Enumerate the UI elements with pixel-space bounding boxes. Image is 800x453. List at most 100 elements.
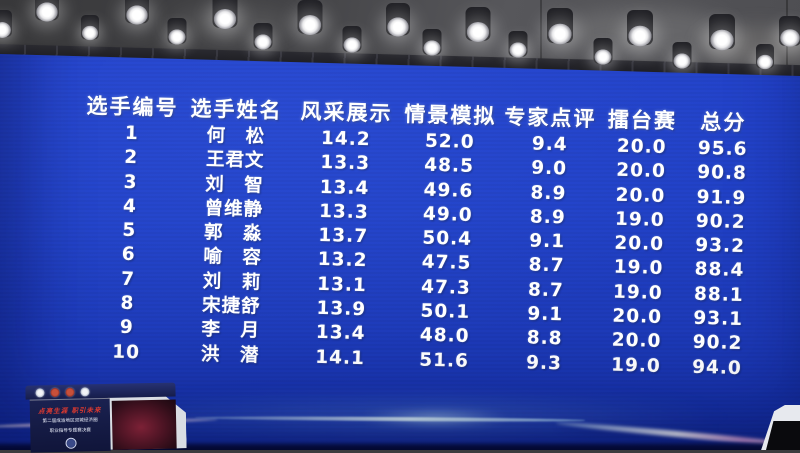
podium-slogan: 点亮生涯 职引未来 xyxy=(38,406,102,416)
score-cell: 14.1 xyxy=(314,346,366,369)
score-cell: 5 xyxy=(122,220,137,242)
badge-icon xyxy=(35,387,45,397)
score-cell: 48.5 xyxy=(424,154,475,178)
emblem-icon xyxy=(64,437,77,449)
stage-light-lens xyxy=(213,9,237,29)
score-cell: 3 xyxy=(123,171,138,193)
score-cell: 9.3 xyxy=(525,352,563,375)
score-table: 选手编号 1 2 3 4 5 6 7 8 9 10 选手姓名何 松王君文刘 智曾维静郭 淼喻 容刘 莉… xyxy=(47,90,755,408)
badge-icon xyxy=(65,387,75,397)
score-cell: 刘 智 xyxy=(205,173,265,197)
score-column: 选手姓名何 松王君文刘 智曾维静郭 淼喻 容刘 莉宋捷舒李 月洪 潜 xyxy=(155,93,312,370)
score-cell: 50.4 xyxy=(422,227,473,251)
score-cell: 李 月 xyxy=(201,319,261,342)
stage-light-lens xyxy=(387,17,409,37)
score-cell: 20.0 xyxy=(611,330,662,353)
score-column: 专家点评 9.4 9.0 8.9 8.9 9.1 8.7 8.7 9.1 8.8 9.3 xyxy=(469,101,626,378)
column-header: 总分 xyxy=(700,109,747,136)
score-cell: 93.1 xyxy=(693,307,744,331)
score-column: 情景模拟 52.0 48.5 49.6 49.0 50.4 47.5 47.3 50.1 48.0… xyxy=(369,98,526,375)
score-cell: 88.1 xyxy=(693,283,744,306)
score-cell: 13.3 xyxy=(320,152,371,175)
podium-display xyxy=(111,399,177,450)
stage-light-lens xyxy=(36,2,58,22)
score-cell: 90.2 xyxy=(695,210,746,234)
score-cell: 10 xyxy=(112,341,141,363)
stage-light-lens xyxy=(594,49,612,65)
score-cell: 19.0 xyxy=(612,281,663,304)
score-cell: 何 松 xyxy=(206,124,266,148)
stage-light-lens xyxy=(168,29,186,45)
score-column: 擂台赛 20.0 20.0 20.0 19.0 20.0 19.0 19.0 20.0 20.0 1… xyxy=(561,103,718,380)
score-cell: 20.0 xyxy=(615,160,667,183)
score-cell: 48.0 xyxy=(419,325,470,348)
score-cell: 王君文 xyxy=(205,149,265,172)
score-cell: 8.7 xyxy=(528,254,565,277)
column-header: 擂台赛 xyxy=(607,107,678,134)
score-cell: 7 xyxy=(120,268,136,290)
score-cell: 8 xyxy=(120,292,135,315)
score-cell: 51.6 xyxy=(418,349,470,372)
score-cell: 郭 淼 xyxy=(203,222,263,245)
score-cell: 94.0 xyxy=(691,356,743,379)
stage-light-lens xyxy=(343,37,361,53)
score-cell: 88.4 xyxy=(694,259,745,282)
score-cell: 93.2 xyxy=(695,235,746,258)
score-cell: 14.2 xyxy=(320,127,371,151)
score-cell: 90.8 xyxy=(696,162,748,185)
score-cell: 19.0 xyxy=(613,257,664,280)
light-streak-hotspot xyxy=(360,412,510,424)
score-cell: 95.6 xyxy=(697,137,748,161)
score-cell: 4 xyxy=(122,195,138,218)
stage-light-lens xyxy=(756,54,774,70)
stage-light-lens xyxy=(548,23,572,45)
score-cell: 47.5 xyxy=(421,252,472,275)
score-cell: 9.4 xyxy=(531,133,568,156)
score-cell: 13.1 xyxy=(316,273,368,297)
score-cell: 91.9 xyxy=(696,186,747,209)
score-cell: 13.3 xyxy=(318,200,370,224)
podium: 点亮生涯 职引未来 第二届成渝地区双城经济圈 职业指导专题赛决赛 xyxy=(19,380,190,453)
column-header: 情景模拟 xyxy=(404,102,497,129)
score-cell: 6 xyxy=(121,244,136,266)
score-cell: 13.9 xyxy=(316,298,367,321)
score-cell: 50.1 xyxy=(420,300,471,324)
score-cell: 9.0 xyxy=(530,157,568,180)
badge-icon xyxy=(80,386,90,397)
score-cell: 刘 莉 xyxy=(202,270,262,294)
score-cell: 49.6 xyxy=(423,179,474,202)
score-column: 总分 95.6 90.8 91.9 90.2 93.2 88.4 88.1 93.1 90.2 94… xyxy=(642,106,799,383)
score-cell: 2 xyxy=(124,147,139,169)
score-cell: 90.2 xyxy=(692,332,743,355)
score-cell: 喻 容 xyxy=(203,246,263,269)
wall-seam xyxy=(540,0,542,80)
score-cell: 9.1 xyxy=(529,230,566,253)
stage-light-lens xyxy=(780,29,800,47)
podium-subtitle-line2: 职业指导专题赛决赛 xyxy=(49,427,92,434)
stage-light-lens xyxy=(81,25,99,41)
stage-light-lens xyxy=(466,22,490,42)
stage-light-lens xyxy=(0,22,11,38)
stage-light-lens xyxy=(509,42,527,58)
score-cell: 9.1 xyxy=(527,303,564,326)
score-cell: 47.3 xyxy=(420,276,472,299)
badge-icon xyxy=(50,387,60,397)
score-cell: 20.0 xyxy=(614,232,665,256)
score-cell: 13.7 xyxy=(318,225,369,248)
score-cell: 宋捷舒 xyxy=(201,295,261,318)
stage-light-lens xyxy=(710,29,734,51)
column-header: 风采展示 xyxy=(300,99,393,126)
column-header: 专家点评 xyxy=(504,104,597,132)
stage-light-lens xyxy=(423,40,441,56)
score-cell: 8.9 xyxy=(529,206,566,229)
score-column: 风采展示 14.2 13.3 13.4 13.3 13.7 13.2 13.1 13.9 13.4… xyxy=(265,96,422,373)
stage-light-lens xyxy=(298,15,322,35)
stage-light-lens xyxy=(628,25,652,47)
stage-light-lens xyxy=(254,34,272,50)
score-cell: 52.0 xyxy=(424,130,475,153)
podium-banner: 点亮生涯 职引未来 第二届成渝地区双城经济圈 职业指导专题赛决赛 xyxy=(29,397,111,453)
score-cell: 13.2 xyxy=(317,249,368,272)
score-cell: 20.0 xyxy=(616,135,667,159)
stage-light-lens xyxy=(126,5,148,25)
score-cell: 8.9 xyxy=(530,182,567,205)
